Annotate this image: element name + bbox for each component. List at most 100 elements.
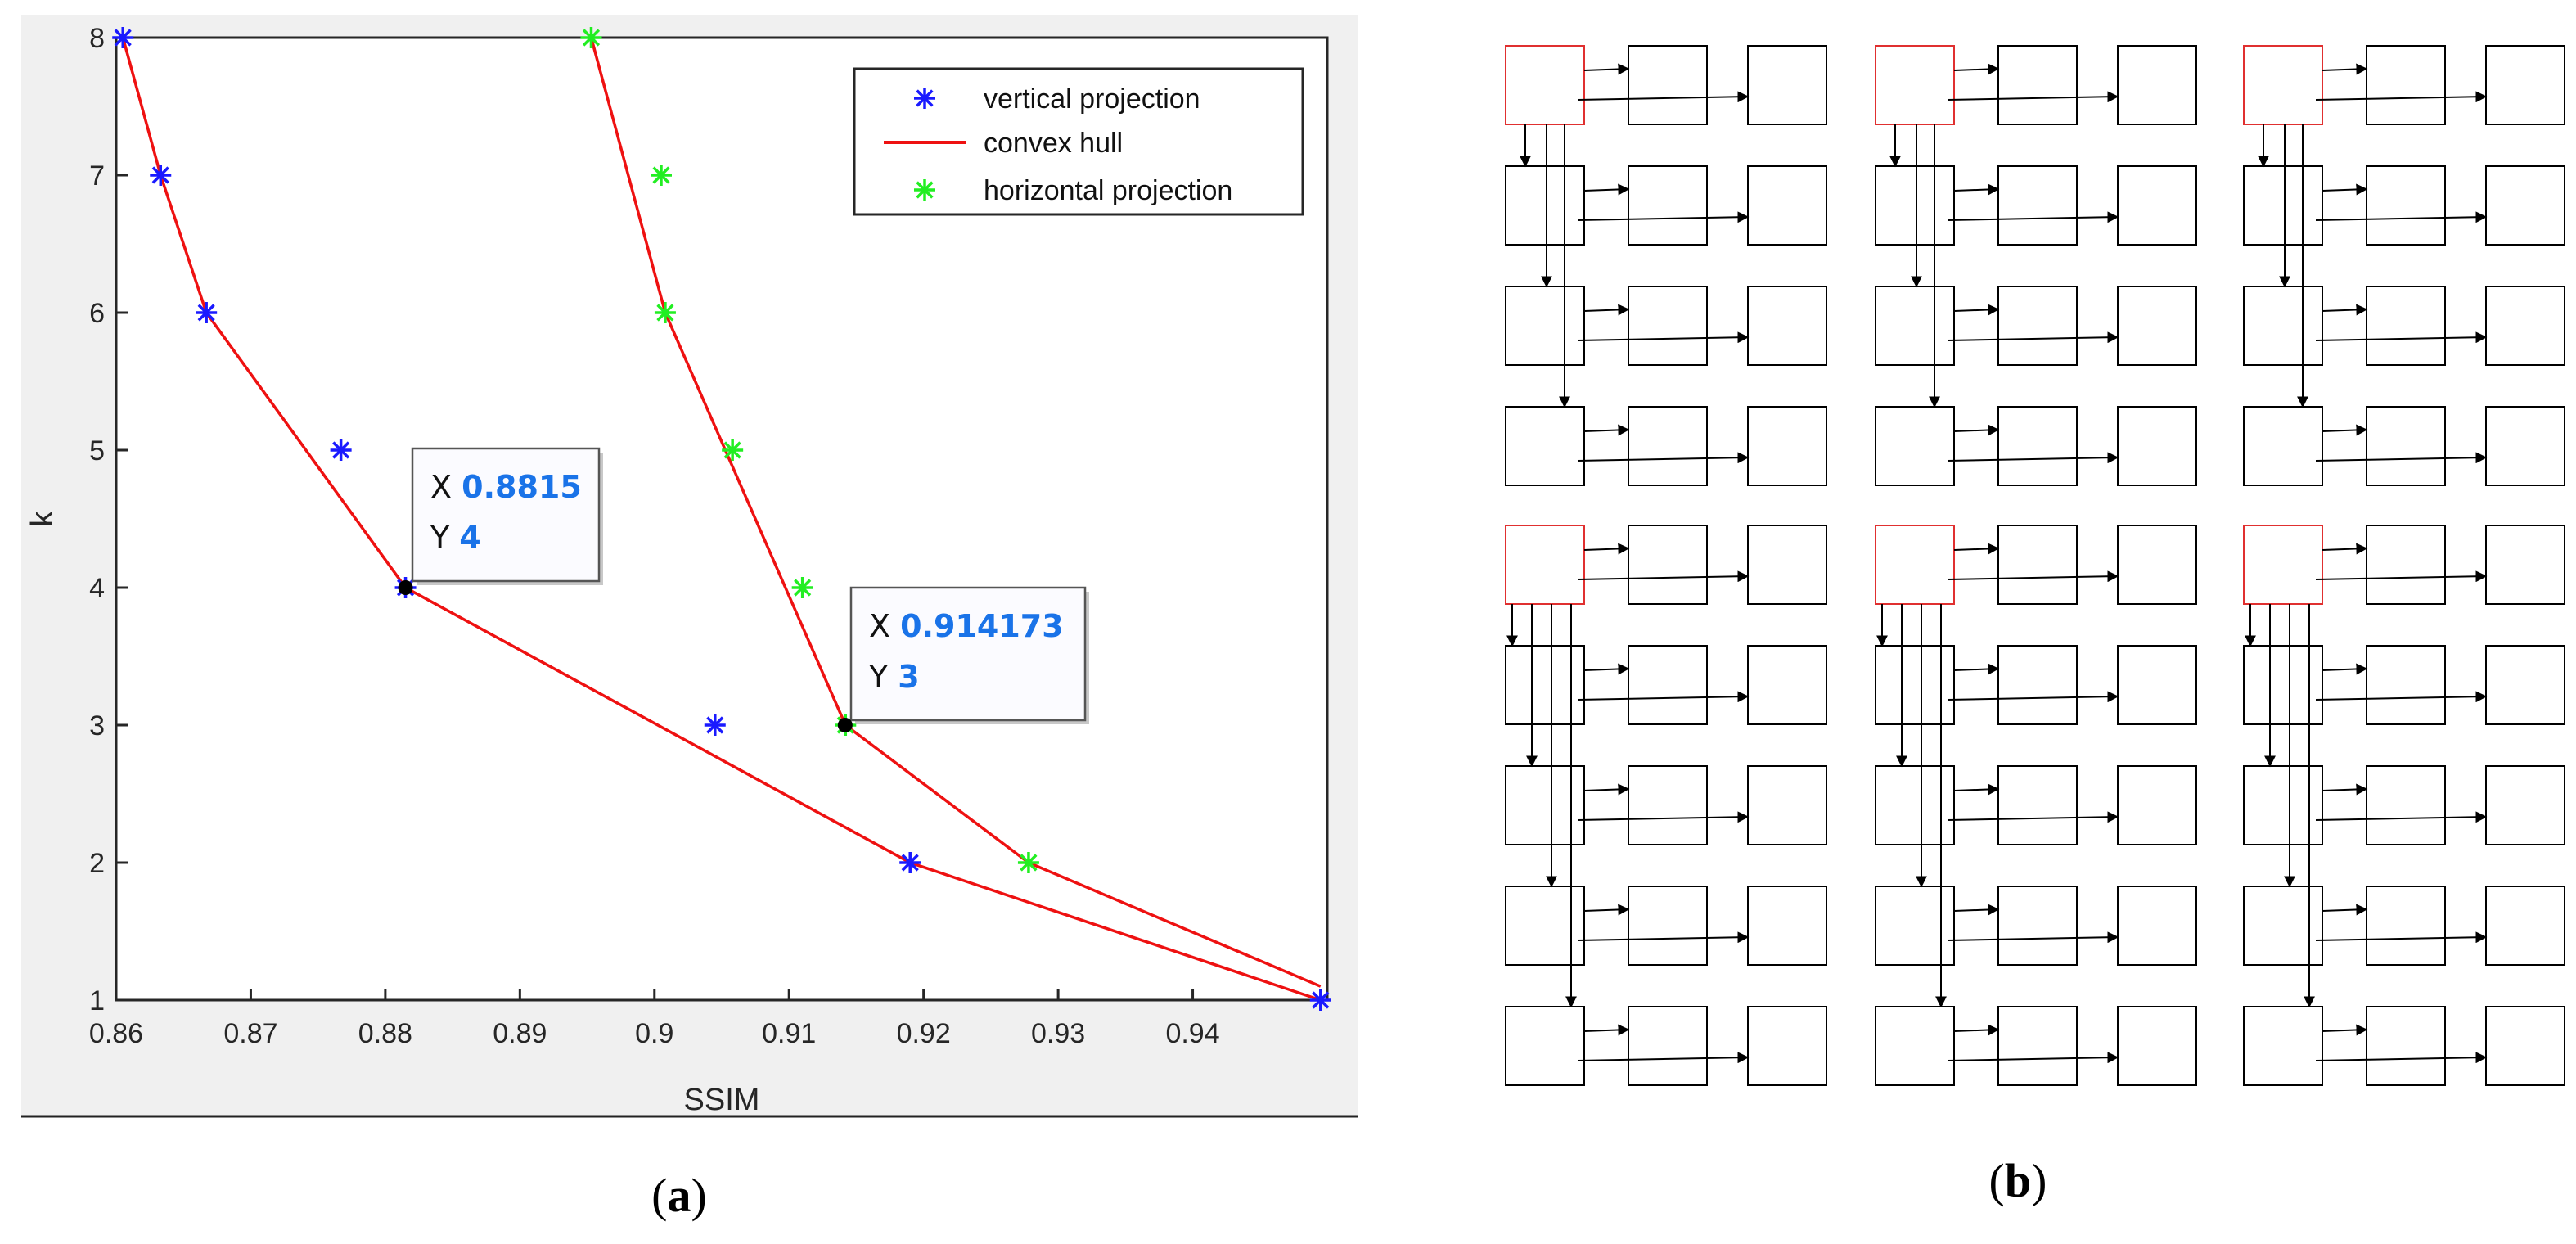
- list-node: [2485, 45, 2565, 125]
- list-node: [1997, 645, 2078, 725]
- y-tick-label: 3: [89, 710, 105, 741]
- link-arrow: [1953, 63, 2000, 75]
- data-tip[interactable]: X 0.8815 Y 4: [398, 447, 603, 595]
- list-node: [1747, 645, 1827, 725]
- link-arrow: [1947, 211, 2119, 223]
- caption-b: (b): [1989, 1154, 2047, 1207]
- y-tick-label: 1: [89, 985, 105, 1016]
- link-arrow: [1953, 904, 2000, 916]
- list-node: [2117, 406, 2197, 486]
- link-arrow: [1577, 570, 1750, 583]
- x-tick-label: 0.88: [358, 1018, 412, 1049]
- link-arrow: [1577, 452, 1750, 464]
- vertical-projection-point: [1309, 989, 1331, 1011]
- list-node: [1747, 1006, 1827, 1086]
- link-arrow: [2315, 91, 2488, 103]
- x-tick-label: 0.9: [635, 1018, 673, 1049]
- link-arrow: [1953, 543, 2000, 555]
- link-arrow: [1577, 811, 1750, 823]
- y-tick-label: 4: [89, 573, 105, 604]
- link-arrow: [2315, 1052, 2488, 1064]
- link-arrow: [1947, 931, 2119, 944]
- horizontal-projection-point: [654, 302, 676, 323]
- data-tip-point: [837, 718, 853, 732]
- legend-star-horizontal: [914, 179, 935, 201]
- link-arrow: [2315, 570, 2488, 583]
- horizontal-projection-point: [1017, 852, 1039, 873]
- x-axis: 0.86 0.87 0.88 0.89 0.9 0.91 0.92 0.93 0.94: [89, 989, 1220, 1049]
- list-node: [2366, 886, 2446, 966]
- data-tip-x: X 0.914173: [869, 608, 1064, 644]
- link-arrow: [1583, 424, 1630, 436]
- panel-b-diagram: [1505, 45, 2565, 1086]
- list-node: [2366, 525, 2446, 605]
- link-arrow: [1583, 63, 1630, 75]
- caption-b-close: ): [2031, 1154, 2047, 1207]
- link-arrow: [2315, 452, 2488, 464]
- list-node: [2117, 165, 2197, 246]
- list-node: [2485, 1006, 2565, 1086]
- link-arrow: [1577, 1052, 1750, 1064]
- link-arrow: [1583, 183, 1630, 196]
- link-arrow: [2322, 904, 2368, 916]
- link-arrow: [1583, 543, 1630, 555]
- link-arrow: [2315, 211, 2488, 223]
- y-tick-label: 8: [89, 23, 105, 54]
- link-arrow: [1577, 931, 1750, 944]
- x-tick-label: 0.89: [493, 1018, 547, 1049]
- list-node: [2117, 525, 2197, 605]
- link-arrow: [1953, 1024, 2000, 1036]
- list-node: [1997, 286, 2078, 366]
- list-node: [2117, 765, 2197, 845]
- list-node: [1747, 45, 1827, 125]
- head-node: [2243, 525, 2323, 605]
- list-node: [2366, 45, 2446, 125]
- list-node: [1505, 1006, 1585, 1086]
- link-arrow: [1947, 452, 2119, 464]
- data-tip[interactable]: X 0.914173 Y 3: [837, 586, 1089, 732]
- list-node: [1747, 525, 1827, 605]
- list-node: [2485, 645, 2565, 725]
- data-tip-point: [398, 580, 413, 595]
- link-arrow: [2315, 811, 2488, 823]
- list-node: [2117, 286, 2197, 366]
- legend-marker-horizontal: [914, 179, 935, 201]
- list-node: [1997, 45, 2078, 125]
- legend-star-vertical: [914, 88, 935, 109]
- list-node: [2485, 765, 2565, 845]
- list-node: [1997, 886, 2078, 966]
- data-tip-y: Y 3: [868, 659, 920, 695]
- horizontal-projection-point: [651, 165, 672, 186]
- y-axis: 1 2 3 4 5 6 7 8: [89, 23, 128, 1016]
- list-node: [1628, 286, 1708, 366]
- list-node: [1997, 165, 2078, 246]
- vertical-projection-point: [704, 714, 726, 736]
- link-arrow: [2322, 304, 2368, 316]
- link-arrow: [2315, 931, 2488, 944]
- list-node: [1505, 286, 1585, 366]
- list-node: [2117, 1006, 2197, 1086]
- link-arrow: [1953, 304, 2000, 316]
- panel-a: 0.86 0.87 0.88 0.89 0.9 0.91 0.92 0.93 0.94 1 2 3 4…: [21, 15, 1358, 1222]
- list-node: [2243, 765, 2323, 845]
- link-arrow: [2322, 543, 2368, 555]
- horizontal-projection-point: [791, 577, 813, 598]
- list-node: [2485, 886, 2565, 966]
- link-arrow: [2322, 1024, 2368, 1036]
- link-arrow: [1577, 691, 1750, 703]
- list-node: [2243, 165, 2323, 246]
- x-axis-label: SSIM: [684, 1083, 760, 1117]
- list-node: [1505, 165, 1585, 246]
- caption-a: (a): [651, 1169, 707, 1222]
- legend: vertical projection convex hull horizont…: [853, 67, 1304, 216]
- caption-a-close: ): [691, 1169, 707, 1222]
- list-node: [1747, 765, 1827, 845]
- list-node: [1747, 165, 1827, 246]
- list-node: [2366, 765, 2446, 845]
- vertical-projection-point: [112, 27, 134, 48]
- link-arrow: [1947, 91, 2119, 103]
- list-node: [1997, 1006, 2078, 1086]
- head-node: [1505, 525, 1585, 605]
- legend-label-convex-hull: convex hull: [984, 128, 1123, 159]
